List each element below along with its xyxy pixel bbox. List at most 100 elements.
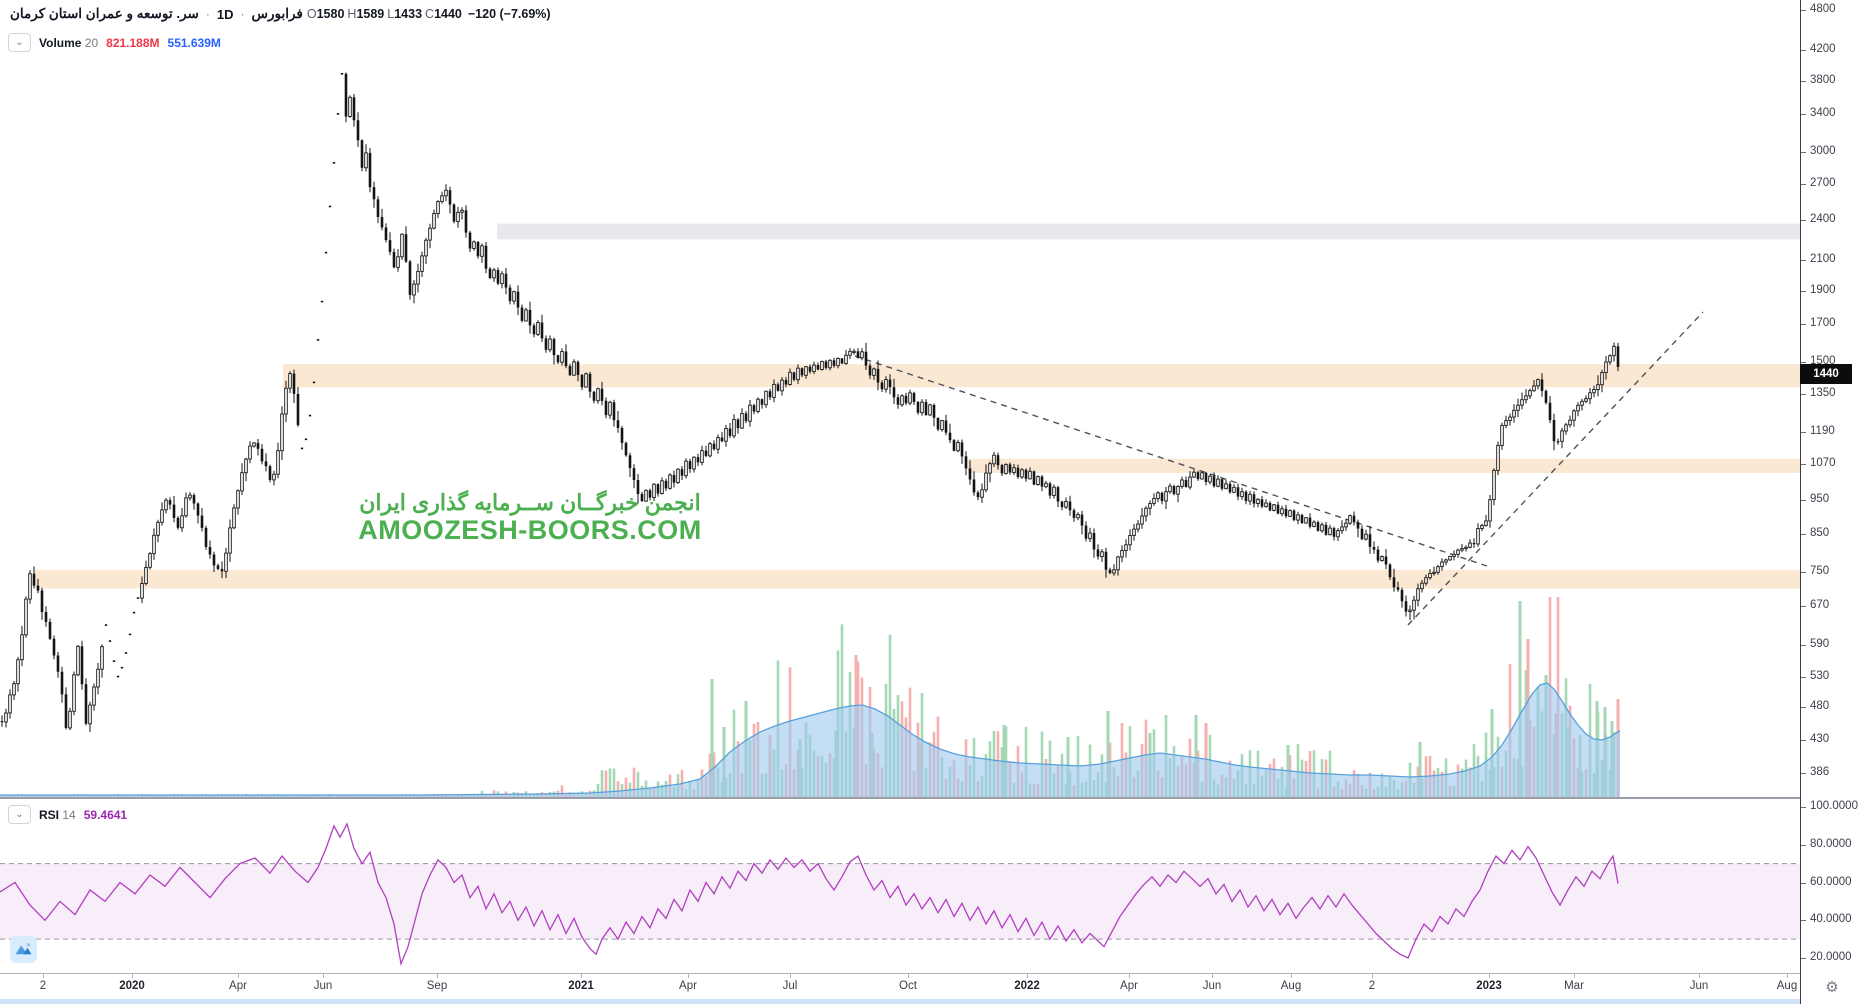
main-chart-pane[interactable]	[0, 0, 1800, 799]
price-axis-label: 386	[1810, 766, 1830, 778]
time-axis-label: Apr	[679, 980, 697, 992]
change-value: −120 (−7.69%)	[467, 7, 551, 21]
time-tick	[581, 974, 582, 978]
time-tick	[688, 974, 689, 978]
volume-length: 20	[84, 35, 99, 50]
price-axis-label: 1900	[1810, 284, 1836, 296]
separator-dot: ·	[240, 7, 245, 21]
gear-icon: ⚙	[1825, 978, 1839, 996]
time-tick	[437, 974, 438, 978]
price-tick	[1801, 10, 1806, 11]
volume-label[interactable]: Volume	[39, 35, 82, 50]
price-axis[interactable]: 4800 4200 3800 3400 3000 2700 2400 2100 1900 1700…	[1800, 0, 1863, 1004]
rsi-legend: ⌄ RSI 14 59.4641	[8, 805, 127, 824]
time-axis-label: Jun	[1689, 980, 1709, 992]
time-axis-label: Apr	[1120, 980, 1138, 992]
time-tick	[1212, 974, 1213, 978]
rsi-label[interactable]: RSI	[39, 807, 60, 822]
price-axis-label: 480	[1810, 700, 1830, 712]
price-tick	[1801, 291, 1806, 292]
close-value: 1440	[434, 7, 462, 21]
time-tick	[790, 974, 791, 978]
close-label: C	[425, 7, 435, 21]
mountain-logo-icon	[15, 943, 32, 955]
last-price-badge: 1440	[1800, 364, 1852, 384]
time-tick	[323, 974, 324, 978]
rsi-axis-label: 80.0000	[1810, 838, 1852, 850]
time-axis-label: Jun	[1202, 980, 1222, 992]
time-tick	[43, 974, 44, 978]
volume-ma-value: 551.639M	[167, 35, 221, 50]
price-tick	[1801, 114, 1806, 115]
price-axis-label: 590	[1810, 638, 1830, 650]
ohlc-values: O1580 H1589 L1433 C1440 −120 (−7.69%)	[306, 7, 551, 21]
price-tick	[1801, 606, 1806, 607]
time-axis-label: 2020	[119, 980, 145, 992]
pane-separator[interactable]	[0, 797, 1863, 799]
time-axis-label: 2022	[1014, 980, 1040, 992]
price-tick	[1801, 50, 1806, 51]
separator-dot: ·	[205, 7, 210, 21]
axis-settings-corner[interactable]: ⚙	[1801, 974, 1863, 999]
price-tick	[1801, 260, 1806, 261]
symbol-name[interactable]: سر. توسعه و عمران استان کرمان	[10, 6, 199, 21]
time-axis-label: Oct	[899, 980, 917, 992]
price-axis-label: 1190	[1810, 425, 1835, 437]
watermark-line-fa: انجمن خبرگــان ســرمایه گذاری ایران	[359, 490, 701, 515]
time-axis-label: 2	[39, 980, 47, 992]
rsi-tick	[1801, 845, 1806, 846]
price-axis-label: 2400	[1810, 213, 1836, 225]
rsi-pane[interactable]	[0, 799, 1800, 973]
price-tick	[1801, 432, 1806, 433]
time-tick	[1372, 974, 1373, 978]
price-tick	[1801, 677, 1806, 678]
volume-dropdown-button[interactable]: ⌄	[8, 33, 31, 52]
time-axis[interactable]: 2 2020 Apr Jun Sep 2021 Apr Jul Oct 2022 Apr Jun Aug…	[0, 973, 1800, 999]
time-tick	[1787, 974, 1788, 978]
time-axis-label: Jun	[313, 980, 333, 992]
price-tick	[1801, 707, 1806, 708]
time-axis-label: 2	[1368, 980, 1376, 992]
rsi-chart	[0, 822, 1800, 967]
price-axis-label: 1350	[1810, 387, 1836, 399]
time-tick	[908, 974, 909, 978]
price-axis-label: 430	[1810, 733, 1830, 745]
price-axis-label: 4800	[1810, 3, 1836, 15]
low-label: L	[387, 7, 395, 21]
price-tick	[1801, 773, 1806, 774]
open-value: 1580	[316, 7, 345, 21]
rsi-axis-label: 60.0000	[1810, 876, 1852, 888]
price-tick	[1801, 362, 1806, 363]
low-value: 1433	[394, 7, 423, 21]
broker-logo-icon[interactable]	[10, 936, 37, 963]
high-value: 1589	[356, 7, 385, 21]
price-axis-label: 850	[1810, 527, 1830, 539]
price-tick	[1801, 464, 1806, 465]
price-tick	[1801, 184, 1806, 185]
rsi-length: 14	[62, 807, 76, 822]
rsi-tick	[1801, 920, 1806, 921]
price-axis-label: 4200	[1810, 43, 1836, 55]
time-tick	[1291, 974, 1292, 978]
time-tick	[1129, 974, 1130, 978]
interval-value[interactable]: 1D	[216, 6, 234, 22]
volume-current-value: 821.188M	[106, 35, 160, 50]
price-tick	[1801, 152, 1806, 153]
price-tick	[1801, 740, 1806, 741]
price-tick	[1801, 500, 1806, 501]
price-axis-label: 1070	[1810, 457, 1836, 469]
price-tick	[1801, 220, 1806, 221]
exchange-name[interactable]: فرابورس	[251, 6, 303, 21]
volume-legend: ⌄ Volume 20 821.188M 551.639M	[8, 33, 221, 52]
open-label: O	[306, 7, 317, 21]
rsi-axis-label: 100.0000	[1810, 800, 1858, 812]
watermark-line-en: AMOOZESH-BOORS.COM	[358, 515, 702, 546]
rsi-dropdown-button[interactable]: ⌄	[8, 805, 31, 824]
high-label: H	[347, 7, 357, 21]
price-axis-label: 3400	[1810, 107, 1836, 119]
price-axis-label: 3800	[1810, 74, 1836, 86]
time-tick	[132, 974, 133, 978]
price-tick	[1801, 81, 1806, 82]
rsi-tick	[1801, 883, 1806, 884]
